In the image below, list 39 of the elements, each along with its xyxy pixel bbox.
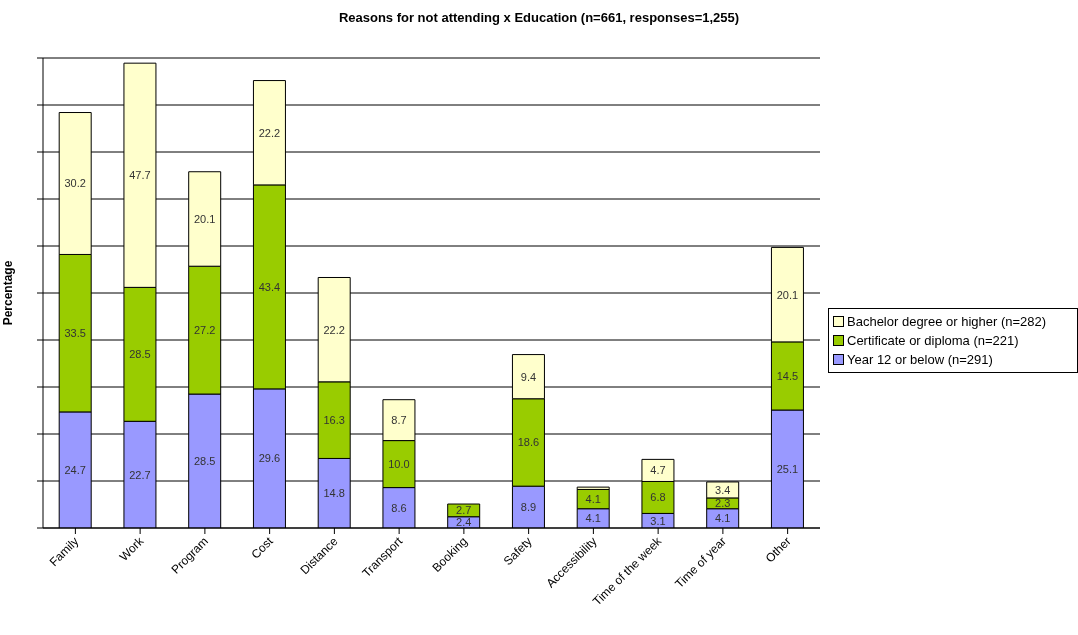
- data-label: 8.7: [391, 414, 407, 427]
- data-label: 43.4: [258, 280, 281, 293]
- data-label: 2.3: [715, 497, 731, 510]
- data-label: 30.2: [64, 177, 86, 190]
- data-label: 33.5: [64, 327, 86, 340]
- data-label: 3.1: [650, 514, 666, 527]
- data-label: 20.1: [776, 288, 799, 301]
- data-label: 20.1: [193, 212, 216, 225]
- chart-title: Reasons for not attending x Education (n=661, responses=1,255): [337, 10, 741, 25]
- y-axis-title: Percentage: [1, 260, 16, 326]
- data-label: 6.8: [650, 491, 666, 504]
- data-label: 2.7: [456, 504, 472, 517]
- data-label: 28.5: [193, 455, 216, 468]
- data-label: 4.1: [585, 512, 601, 525]
- data-label: 3.4: [715, 483, 731, 496]
- data-label: 28.5: [129, 348, 151, 361]
- data-label: 24.7: [64, 463, 86, 476]
- data-label: 10.0: [388, 458, 410, 471]
- data-label: 4.1: [585, 493, 601, 506]
- data-label: 8.9: [520, 501, 537, 514]
- data-label: 14.8: [323, 487, 345, 500]
- data-label: 9.4: [520, 370, 537, 383]
- data-label: 22.2: [258, 126, 281, 139]
- legend-label: Certificate or diploma (n=221): [847, 331, 1019, 350]
- data-label: 29.6: [258, 452, 281, 465]
- data-label: 25.1: [776, 463, 799, 476]
- data-label: 22.7: [129, 468, 151, 481]
- data-label: 4.1: [715, 512, 731, 525]
- legend-label: Bachelor degree or higher (n=282): [847, 312, 1047, 331]
- data-label: 22.2: [323, 323, 345, 336]
- data-label: 4.7: [650, 464, 666, 477]
- data-label: 27.2: [193, 324, 216, 337]
- data-label: 47.7: [129, 169, 151, 182]
- data-label: 8.6: [391, 501, 407, 514]
- data-label: 16.3: [323, 414, 345, 427]
- data-label: 18.6: [517, 436, 540, 449]
- legend-label: Year 12 or below (n=291): [847, 350, 993, 369]
- data-label: 2.4: [456, 516, 472, 529]
- data-label: 14.5: [776, 369, 799, 382]
